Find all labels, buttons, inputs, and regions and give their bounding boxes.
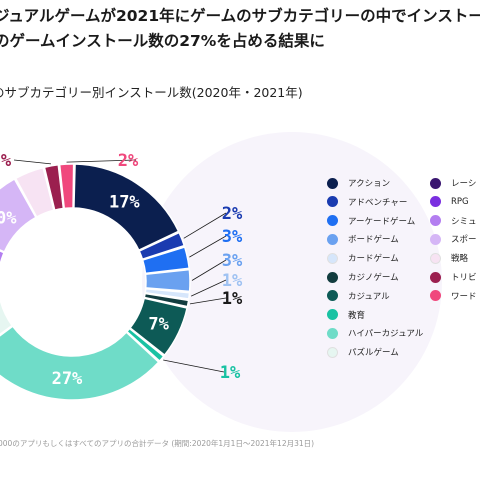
- donut-slice: [14, 166, 55, 218]
- donut-slice: [138, 231, 186, 261]
- legend-swatch: [430, 252, 441, 264]
- donut-slice: [125, 327, 165, 363]
- slice-data-label: 1%: [220, 363, 241, 383]
- legend-label: パズルゲーム: [348, 348, 399, 359]
- legend-label: 教育: [348, 310, 366, 321]
- legend-swatch: [327, 346, 338, 358]
- legend-swatch: [430, 177, 441, 189]
- slice-data-label: 3%: [222, 227, 243, 247]
- donut-slice: [73, 163, 180, 252]
- background-watermark: [142, 132, 442, 432]
- legend-item: ボードゲーム: [327, 232, 399, 246]
- legend-swatch: [327, 215, 338, 227]
- legend-item: アドベンチャー: [327, 195, 407, 209]
- slice-data-label: 2%: [118, 151, 139, 171]
- donut-slice: [43, 163, 65, 211]
- title-line-2: のゲームインストール数の27%を占める結果に: [0, 32, 325, 50]
- label-leader-line: [183, 212, 227, 239]
- label-leader-line: [190, 279, 227, 297]
- legend-label: アクション: [348, 179, 391, 189]
- label-leader-line: [189, 235, 227, 258]
- chart-title: ジュアルゲームが2021年にゲームのサブカテゴリーの中でインストー のゲームイン…: [0, 4, 480, 54]
- slice-data-label: 1%: [222, 271, 243, 291]
- legend-label: シミュ: [451, 216, 477, 227]
- slice-data-label: 27%: [52, 369, 83, 389]
- legend-swatch: [327, 252, 338, 264]
- legend-swatch: [430, 233, 441, 245]
- donut-slice: [0, 250, 6, 269]
- label-leader-line: [66, 159, 137, 163]
- footnote: 000のアプリもしくはすべてのアプリの合計データ (期間:2020年1月1日〜2…: [0, 439, 315, 448]
- legend-label: カードゲーム: [348, 254, 399, 265]
- donut-slice: [129, 297, 188, 357]
- title-line-1: ジュアルゲームが2021年にゲームのサブカテゴリーの中でインストー: [0, 7, 480, 25]
- legend-label: スポー: [451, 235, 477, 246]
- legend-swatch: [430, 215, 441, 227]
- legend-swatch: [430, 271, 441, 283]
- donut-slice: [0, 325, 160, 401]
- legend-item: 戦略: [430, 251, 468, 265]
- legend-label: ボードゲーム: [348, 235, 399, 246]
- legend-label: カジノゲーム: [348, 273, 399, 283]
- legend-label: アドベンチャー: [348, 197, 408, 208]
- legend-swatch: [327, 271, 338, 283]
- label-leader-line: [189, 297, 227, 305]
- legend-label: RPG: [451, 196, 469, 207]
- slice-data-label: 10%: [0, 208, 17, 228]
- legend-label: ハイパーカジュアル: [348, 329, 424, 340]
- legend-item: カジュアル: [327, 289, 390, 303]
- slice-data-label: 17%: [109, 193, 140, 213]
- donut-slice: [144, 268, 191, 293]
- legend-item: パズルゲーム: [327, 345, 399, 359]
- legend-item: アーケードゲーム: [327, 214, 415, 228]
- legend-label: カジュアル: [348, 291, 390, 302]
- donut-slice: [58, 163, 75, 210]
- label-leader-line: [13, 159, 51, 165]
- legend-swatch: [327, 233, 338, 245]
- legend-swatch: [327, 196, 338, 208]
- slice-data-label: 7%: [148, 314, 169, 334]
- legend-swatch: [327, 290, 338, 302]
- legend-swatch: [430, 196, 441, 208]
- legend-swatch: [327, 327, 338, 339]
- legend-item: 教育: [327, 308, 365, 322]
- legend-swatch: [327, 309, 338, 321]
- legend-label: 戦略: [451, 254, 469, 265]
- legend-item: スポー: [430, 232, 477, 246]
- legend-swatch: [327, 177, 338, 189]
- legend-swatch: [430, 290, 441, 302]
- legend-item: ワード: [430, 289, 477, 303]
- legend-item: ハイパーカジュアル: [327, 326, 423, 340]
- chart-subtitle: のサブカテゴリー別インストール数(2020年・2021年): [0, 85, 303, 100]
- legend-item: レーシ: [430, 176, 476, 190]
- legend-item: トリビ: [430, 270, 477, 284]
- legend-item: カードゲーム: [327, 251, 399, 265]
- legend-item: RPG: [430, 195, 469, 209]
- legend-label: トリビ: [451, 273, 477, 283]
- legend-label: レーシ: [451, 179, 477, 189]
- label-leader-line: [163, 359, 225, 373]
- legend-label: ワード: [451, 291, 477, 302]
- donut-slice: [144, 287, 191, 300]
- donut-slice: [0, 177, 37, 253]
- slice-data-label: 2%: [222, 204, 243, 224]
- slice-data-label: %: [1, 151, 12, 171]
- legend-item: アクション: [327, 176, 390, 190]
- slice-data-label: 1%: [222, 289, 243, 309]
- label-leader-line: [191, 259, 227, 281]
- legend-item: カジノゲーム: [327, 270, 399, 284]
- legend-item: シミュ: [430, 214, 477, 228]
- donut-slice: [0, 295, 14, 336]
- donut-slice: [141, 246, 191, 275]
- legend-label: アーケードゲーム: [348, 216, 416, 227]
- donut-slice: [143, 292, 190, 308]
- slice-data-label: 3%: [222, 251, 243, 271]
